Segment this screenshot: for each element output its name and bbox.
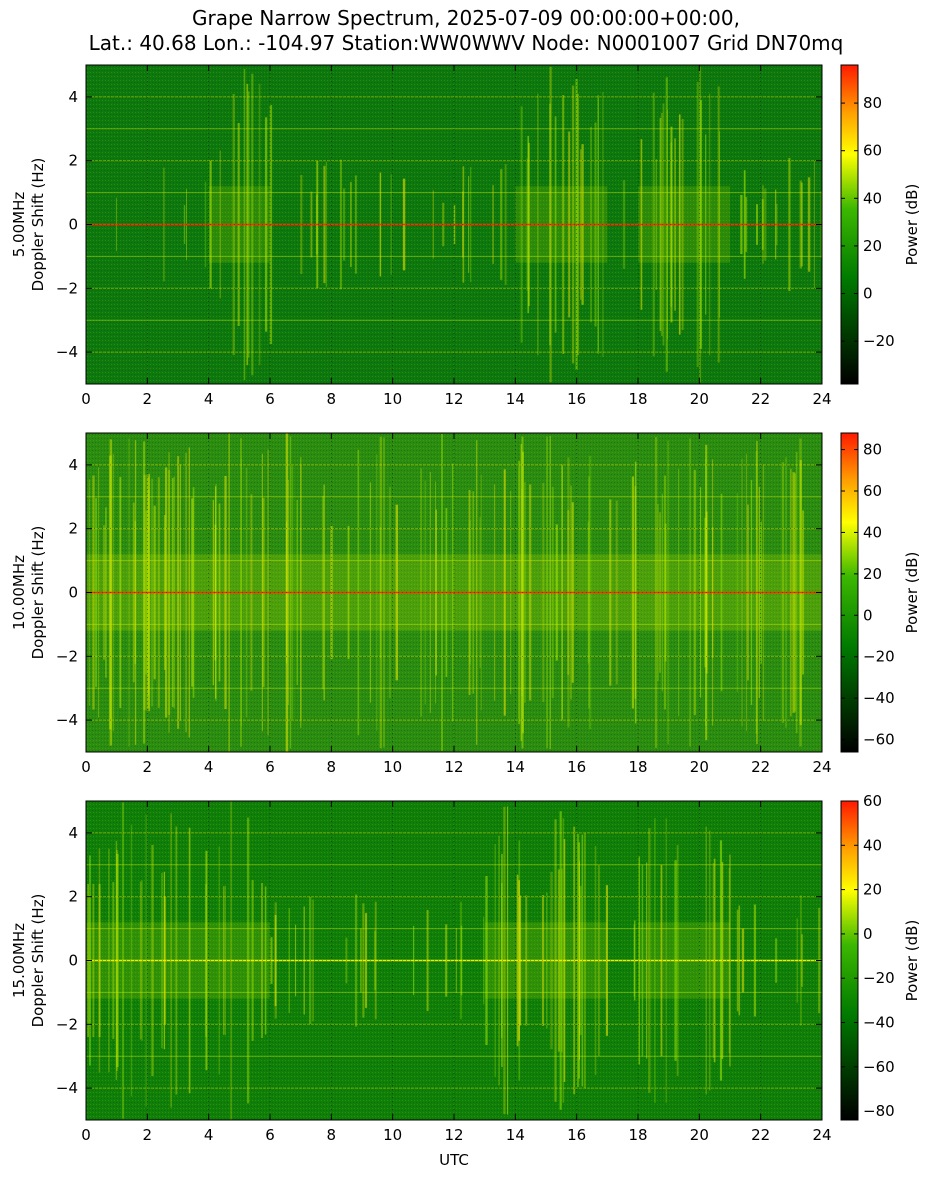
x-tick-label: 2 [143,390,153,408]
colorbar-label: Power (dB) [903,552,921,634]
x-tick-label: 16 [567,1126,586,1144]
y-tick-label: −4 [56,711,78,729]
x-tick-label: 4 [204,1126,214,1144]
x-tick-label: 10 [383,390,402,408]
colorbar [840,432,859,753]
x-tick-label: 22 [751,390,770,408]
colorbar-label: Power (dB) [903,184,921,266]
y-tick-label: −4 [56,343,78,361]
y-tick-label: −2 [56,279,78,297]
x-tick-label: 12 [444,758,463,776]
colorbar-tick-label: 20 [863,237,882,255]
x-tick-label: 4 [204,758,214,776]
colorbar-tick-label: −80 [863,1102,895,1120]
x-tick-label: 14 [506,390,525,408]
y-tick-label: 2 [68,152,78,170]
x-tick-label: 18 [628,390,647,408]
x-tick-label: 8 [327,390,337,408]
y-tick-label: 0 [68,216,78,234]
x-tick-label: 14 [506,758,525,776]
frequency-label: 5.00MHz [10,192,28,258]
x-tick-label: 20 [690,758,709,776]
colorbar-tick-label: 60 [863,482,882,500]
colorbar-tick-label: −60 [863,731,895,749]
x-tick-label: 8 [327,1126,337,1144]
colorbar-tick-label: 40 [863,189,882,207]
y-tick-label: −4 [56,1079,78,1097]
x-tick-label: 12 [444,1126,463,1144]
y-tick-label: −2 [56,647,78,665]
x-tick-label: 6 [265,758,275,776]
x-tick-label: 6 [265,390,275,408]
y-tick-label: 4 [68,456,78,474]
colorbar-tick-label: 20 [863,565,882,583]
x-tick-label: 10 [383,758,402,776]
x-tick-label: 16 [567,758,586,776]
x-tick-label: 18 [628,1126,647,1144]
colorbar-tick-label: 40 [863,836,882,854]
x-tick-label: 22 [751,1126,770,1144]
colorbar-label: Power (dB) [903,920,921,1002]
y-tick-label: 0 [68,584,78,602]
colorbar-tick-label: 80 [863,441,882,459]
frequency-label: 10.00MHz [10,555,28,630]
y-axis-label: Doppler Shift (Hz) [29,158,47,292]
colorbar-tick-label: −40 [863,1014,895,1032]
x-tick-label: 2 [143,1126,153,1144]
x-axis-label: UTC [439,1151,469,1169]
x-tick-label: 8 [327,758,337,776]
colorbar-tick-label: 0 [863,606,873,624]
colorbar-tick-label: 0 [863,285,873,303]
x-tick-label: 4 [204,390,214,408]
x-tick-label: 18 [628,758,647,776]
x-tick-label: 24 [812,1126,831,1144]
colorbar-tick-label: −20 [863,969,895,987]
x-tick-label: 20 [690,390,709,408]
colorbar-tick-label: 80 [863,94,882,112]
x-tick-label: 24 [812,390,831,408]
y-tick-label: 4 [68,824,78,842]
x-tick-label: 14 [506,1126,525,1144]
x-tick-label: 16 [567,390,586,408]
colorbar-tick-label: 60 [863,142,882,160]
x-tick-label: 2 [143,758,153,776]
chart-title-line-1: Grape Narrow Spectrum, 2025-07-09 00:00:… [192,6,740,30]
x-tick-label: 0 [81,390,91,408]
x-tick-label: 10 [383,1126,402,1144]
colorbar [840,800,859,1121]
colorbar-tick-label: 60 [863,792,882,810]
y-tick-label: 4 [68,88,78,106]
colorbar-tick-label: 20 [863,881,882,899]
colorbar-tick-label: −20 [863,648,895,666]
y-tick-label: −2 [56,1015,78,1033]
x-tick-label: 20 [690,1126,709,1144]
colorbar-tick-label: 0 [863,925,873,943]
colorbar-tick-label: −20 [863,332,895,350]
x-tick-label: 12 [444,390,463,408]
colorbar [840,64,859,385]
colorbar-tick-label: −60 [863,1058,895,1076]
colorbar-tick-label: −40 [863,689,895,707]
x-tick-label: 24 [812,758,831,776]
y-tick-label: 2 [68,520,78,538]
y-tick-label: 0 [68,952,78,970]
frequency-label: 15.00MHz [10,923,28,998]
x-tick-label: 6 [265,1126,275,1144]
chart-title: Grape Narrow Spectrum, 2025-07-09 00:00:… [0,6,932,56]
y-tick-label: 2 [68,888,78,906]
y-axis-label: Doppler Shift (Hz) [29,894,47,1028]
colorbar-tick-label: 40 [863,523,882,541]
chart-title-line-2: Lat.: 40.68 Lon.: -104.97 Station:WW0WWV… [88,31,844,55]
x-tick-label: 22 [751,758,770,776]
y-axis-label: Doppler Shift (Hz) [29,526,47,660]
x-tick-label: 0 [81,758,91,776]
x-tick-label: 0 [81,1126,91,1144]
